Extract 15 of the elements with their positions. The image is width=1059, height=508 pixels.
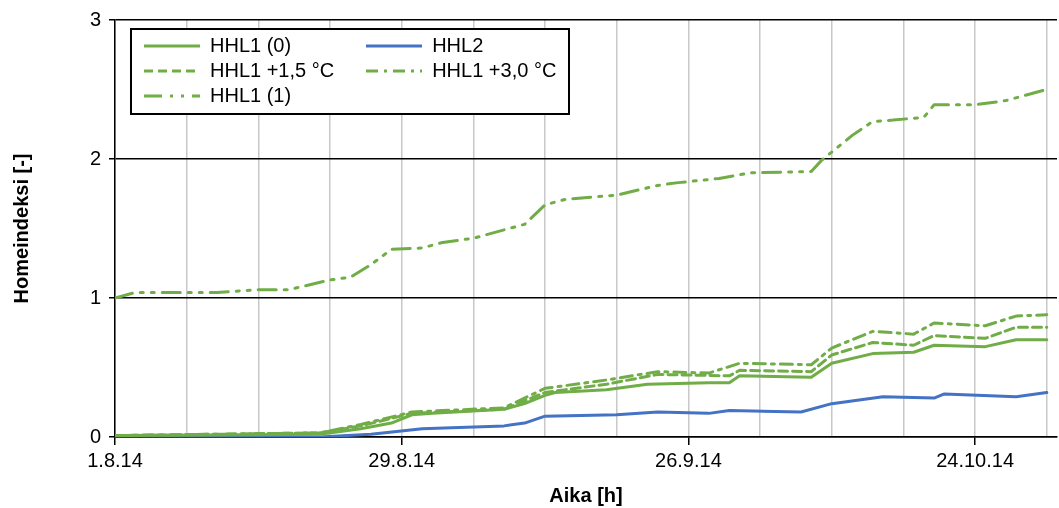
y-tick-label: 3 [89, 7, 101, 30]
x-tick-label: 26.9.14 [655, 448, 722, 471]
x-tick-label: 1.8.14 [87, 448, 143, 471]
legend-label: HHL2 [432, 34, 484, 57]
legend-label: HHL1 (1) [210, 84, 292, 107]
legend-label: HHL1 (0) [210, 34, 292, 57]
x-axis-title: Aika [h] [549, 483, 623, 506]
y-tick-label: 1 [89, 285, 101, 308]
legend-label: HHL1 +3,0 °C [432, 59, 557, 82]
y-axis-title: Homeindeksi [-] [9, 153, 32, 304]
x-tick-label: 24.10.14 [936, 448, 1015, 471]
y-tick-label: 0 [89, 424, 101, 447]
legend-label: HHL1 +1,5 °C [210, 59, 335, 82]
x-tick-label: 29.8.14 [368, 448, 436, 471]
y-tick-label: 2 [89, 146, 101, 169]
